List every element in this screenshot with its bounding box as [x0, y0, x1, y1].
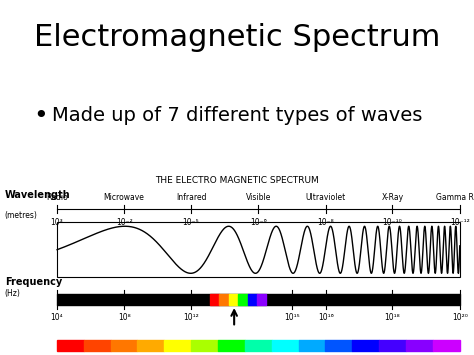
- Bar: [352, 340, 379, 351]
- Text: Infrared: Infrared: [176, 193, 206, 202]
- Text: (metres): (metres): [5, 211, 37, 220]
- Text: Visible: Visible: [246, 193, 271, 202]
- Text: Microwave: Microwave: [104, 193, 145, 202]
- Text: 10⁴: 10⁴: [51, 312, 63, 322]
- Text: Ultraviolet: Ultraviolet: [305, 193, 346, 202]
- Text: 10⁻²: 10⁻²: [116, 218, 133, 228]
- Bar: [299, 340, 326, 351]
- Text: 10¹²: 10¹²: [183, 312, 199, 322]
- Text: 10⁻¹²: 10⁻¹²: [450, 218, 470, 228]
- Bar: [247, 294, 257, 305]
- Text: Radio: Radio: [46, 193, 68, 202]
- Text: 10⁻⁶: 10⁻⁶: [250, 218, 267, 228]
- Bar: [406, 340, 433, 351]
- Bar: [219, 294, 229, 305]
- Bar: [257, 294, 266, 305]
- Bar: [210, 294, 219, 305]
- Text: Made up of 7 different types of waves: Made up of 7 different types of waves: [52, 106, 422, 125]
- Text: 10³: 10³: [51, 218, 63, 228]
- Bar: [137, 340, 164, 351]
- Text: 10¹⁸: 10¹⁸: [385, 312, 401, 322]
- Text: 10¹⁶: 10¹⁶: [318, 312, 334, 322]
- Bar: [326, 340, 352, 351]
- Bar: [57, 294, 460, 305]
- Text: •: •: [33, 104, 48, 128]
- Text: 10⁻⁸: 10⁻⁸: [317, 218, 334, 228]
- Text: 10¹⁵: 10¹⁵: [284, 312, 300, 322]
- Bar: [84, 340, 110, 351]
- Text: THE ELECTRO MAGNETIC SPECTRUM: THE ELECTRO MAGNETIC SPECTRUM: [155, 176, 319, 185]
- Text: 10²⁰: 10²⁰: [452, 312, 468, 322]
- Bar: [238, 294, 247, 305]
- Text: Gamma Ray: Gamma Ray: [436, 193, 474, 202]
- Text: 10⁻¹⁰: 10⁻¹⁰: [383, 218, 402, 228]
- Bar: [272, 340, 299, 351]
- Text: (Hz): (Hz): [5, 289, 20, 298]
- Bar: [57, 340, 84, 351]
- Bar: [191, 340, 218, 351]
- Text: 10⁸: 10⁸: [118, 312, 130, 322]
- Text: Frequency: Frequency: [5, 277, 62, 287]
- Bar: [164, 340, 191, 351]
- Text: Electromagnetic Spectrum: Electromagnetic Spectrum: [34, 23, 440, 52]
- Bar: [229, 294, 238, 305]
- Bar: [433, 340, 460, 351]
- Text: 10⁻⁵: 10⁻⁵: [182, 218, 200, 228]
- Bar: [218, 340, 245, 351]
- Bar: [57, 222, 460, 278]
- Text: X-Ray: X-Ray: [382, 193, 403, 202]
- Text: Wavelength: Wavelength: [5, 190, 70, 200]
- Bar: [110, 340, 137, 351]
- Bar: [245, 340, 272, 351]
- Bar: [379, 340, 406, 351]
